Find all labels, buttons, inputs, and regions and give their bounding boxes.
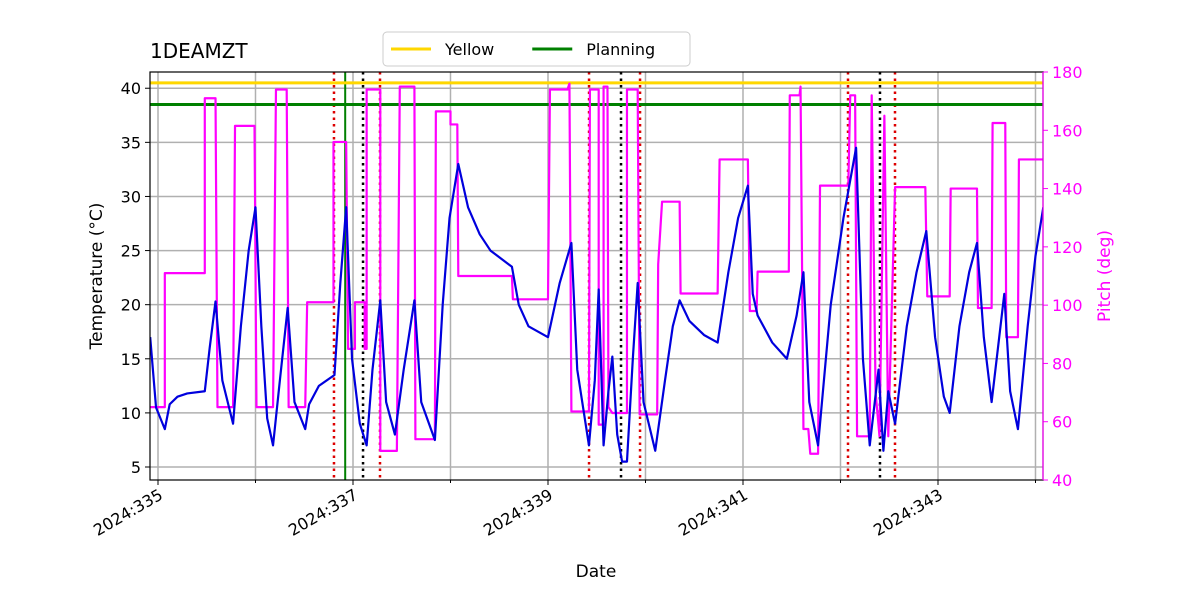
plot-area <box>150 72 1043 480</box>
chart-title: 1DEAMZT <box>150 39 248 63</box>
y-tick-label: 25 <box>121 242 141 261</box>
legend-label: Yellow <box>444 40 494 59</box>
y-tick-label: 40 <box>121 79 141 98</box>
y2-tick-label: 180 <box>1052 63 1083 82</box>
legend-label: Planning <box>586 40 655 59</box>
y-tick-label: 35 <box>121 133 141 152</box>
y-tick-label: 10 <box>121 404 141 423</box>
y2-tick-label: 100 <box>1052 296 1083 315</box>
y2-axis-label: Pitch (deg) <box>1095 230 1115 322</box>
y-axis-label: Temperature (°C) <box>87 203 107 351</box>
y2-tick-label: 80 <box>1052 354 1072 373</box>
y2-tick-label: 140 <box>1052 180 1083 199</box>
y-tick-label: 20 <box>121 296 141 315</box>
series-line <box>150 146 1043 463</box>
y-tick-label: 15 <box>121 350 141 369</box>
legend: Yellow Planning <box>382 31 691 67</box>
y2-tick-label: 60 <box>1052 413 1072 432</box>
x-axis-label: Date <box>576 562 617 582</box>
y-tick-label: 5 <box>131 458 141 477</box>
y2-tick-label: 160 <box>1052 121 1083 140</box>
y-tick-label: 30 <box>121 187 141 206</box>
y2-tick-label: 40 <box>1052 471 1072 490</box>
y2-tick-label: 120 <box>1052 238 1083 257</box>
